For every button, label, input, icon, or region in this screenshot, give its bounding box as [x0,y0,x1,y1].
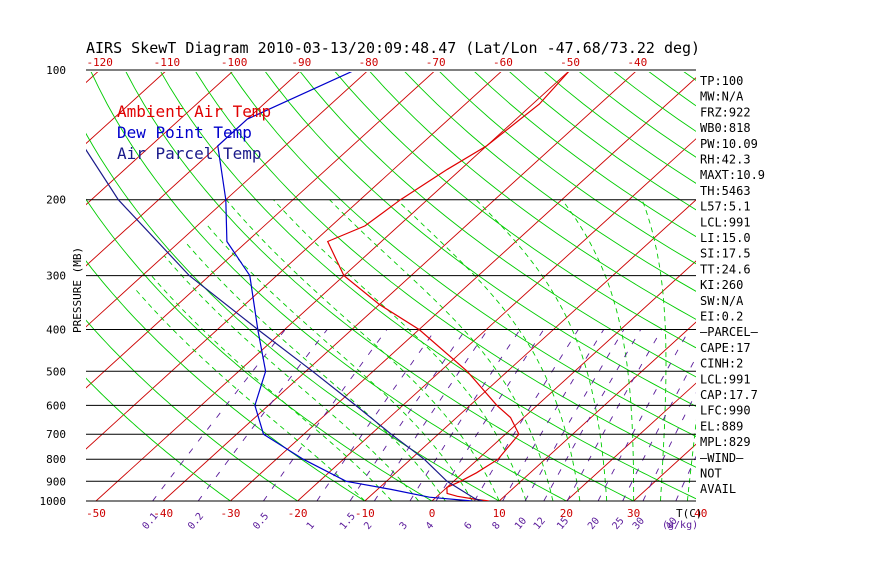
stat-item: CAP:17.7 [700,388,758,402]
stat-item: LFC:990 [700,404,751,418]
stat-item: SI:17.5 [700,247,751,261]
pressure-tick-label: 200 [46,194,66,207]
pressure-tick-label: 500 [46,365,66,378]
mixing-ratio-unit-label: (g/kg) [662,520,698,531]
top-temp-tick-label: -120 [86,56,113,69]
stat-item: NOT [700,467,722,481]
stat-item: TH:5463 [700,184,751,198]
top-temp-tick-label: -80 [359,56,379,69]
stat-item: PW:10.09 [700,137,758,151]
stat-item: L57:5.1 [700,200,751,214]
y-axis-label: PRESSURE (MB) [71,247,84,333]
stat-item: MW:N/A [700,90,744,104]
stat-item: MPL:829 [700,435,751,449]
x-axis-unit-label: T(C) [676,507,703,520]
pressure-tick-label: 300 [46,270,66,283]
pressure-tick-label: 700 [46,428,66,441]
stat-item: LI:15.0 [700,231,751,245]
legend-entry: Ambient Air Temp [117,102,271,121]
stat-item: –PARCEL– [700,325,759,339]
top-temp-tick-label: -60 [493,56,513,69]
top-temp-tick-label: -40 [627,56,647,69]
stat-item: EL:889 [700,419,743,433]
legend: Ambient Air Temp Dew Point Temp Air Parcel… [117,102,271,163]
stat-item: SW:N/A [700,294,744,308]
stat-item: FRZ:922 [700,105,751,119]
stat-item: LCL:991 [700,215,751,229]
bottom-temp-tick-label: -30 [220,507,240,520]
legend-entry: Air Parcel Temp [117,144,262,163]
legend-entry: Dew Point Temp [117,123,252,142]
pressure-tick-label: 800 [46,453,66,466]
stat-item: TT:24.6 [700,262,751,276]
top-temp-tick-label: -70 [426,56,446,69]
top-temp-tick-label: -50 [560,56,580,69]
stat-item: –WIND– [700,451,744,465]
top-temp-tick-label: -90 [291,56,311,69]
pressure-tick-label: 100 [46,64,66,77]
bottom-temp-tick-label: 0 [429,507,436,520]
pressure-tick-label: 400 [46,323,66,336]
pressure-tick-label: 600 [46,399,66,412]
stat-item: KI:260 [700,278,743,292]
bottom-temp-tick-label: -20 [288,507,308,520]
bottom-temp-tick-label: 10 [493,507,506,520]
stat-item: AVAIL [700,482,736,496]
chart-title: AIRS SkewT Diagram 2010-03-13/20:09:48.4… [86,39,700,57]
stat-item: TP:100 [700,74,743,88]
stat-item: MAXT:10.9 [700,168,765,182]
stat-item: CINH:2 [700,357,743,371]
top-temp-tick-label: -110 [154,56,181,69]
top-temp-tick-label: -100 [221,56,248,69]
pressure-tick-label: 900 [46,475,66,488]
stat-item: RH:42.3 [700,153,751,167]
stat-item: CAPE:17 [700,341,751,355]
stat-item: LCL:991 [700,372,751,386]
pressure-tick-label: 1000 [40,495,67,508]
stat-item: WB0:818 [700,121,751,135]
stat-item: EI:0.2 [700,310,743,324]
bottom-temp-tick-label: -50 [86,507,106,520]
